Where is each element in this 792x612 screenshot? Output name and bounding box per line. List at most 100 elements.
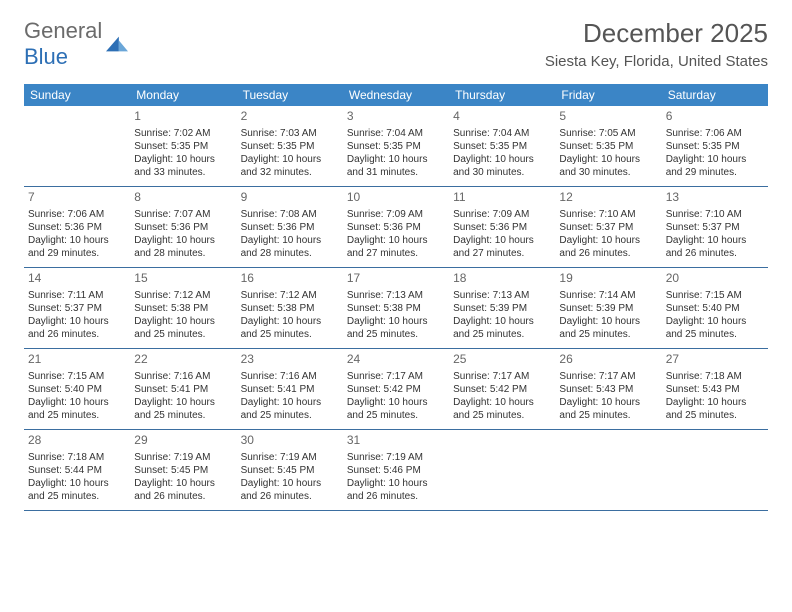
day-number: 16 (241, 271, 339, 287)
day-body: Sunrise: 7:19 AMSunset: 5:45 PMDaylight:… (241, 451, 339, 503)
day-body: Sunrise: 7:04 AMSunset: 5:35 PMDaylight:… (453, 127, 551, 179)
day-cell: 26Sunrise: 7:17 AMSunset: 5:43 PMDayligh… (555, 349, 661, 429)
day-body: Sunrise: 7:18 AMSunset: 5:43 PMDaylight:… (666, 370, 764, 422)
day-number: 14 (28, 271, 126, 287)
day-body: Sunrise: 7:15 AMSunset: 5:40 PMDaylight:… (28, 370, 126, 422)
day-number: 10 (347, 190, 445, 206)
day-number: 19 (559, 271, 657, 287)
day-number: 2 (241, 109, 339, 125)
day-body: Sunrise: 7:09 AMSunset: 5:36 PMDaylight:… (347, 208, 445, 260)
day-body: Sunrise: 7:08 AMSunset: 5:36 PMDaylight:… (241, 208, 339, 260)
day-number: 30 (241, 433, 339, 449)
day-cell: 25Sunrise: 7:17 AMSunset: 5:42 PMDayligh… (449, 349, 555, 429)
location: Siesta Key, Florida, United States (545, 53, 768, 70)
day-body: Sunrise: 7:09 AMSunset: 5:36 PMDaylight:… (453, 208, 551, 260)
dow-header: Wednesday (343, 84, 449, 106)
day-body: Sunrise: 7:02 AMSunset: 5:35 PMDaylight:… (134, 127, 232, 179)
day-cell: 14 Sunrise: 7:11 AMSunset: 5:37 PMDayligh… (24, 268, 130, 348)
day-cell: 3Sunrise: 7:04 AMSunset: 5:35 PMDaylight… (343, 106, 449, 186)
day-cell: 8Sunrise: 7:07 AMSunset: 5:36 PMDaylight… (130, 187, 236, 267)
day-body: Sunrise: 7:19 AMSunset: 5:46 PMDaylight:… (347, 451, 445, 503)
day-body: Sunrise: 7:05 AMSunset: 5:35 PMDaylight:… (559, 127, 657, 179)
dow-header: Thursday (449, 84, 555, 106)
dow-header: Tuesday (237, 84, 343, 106)
day-cell: 13Sunrise: 7:10 AMSunset: 5:37 PMDayligh… (662, 187, 768, 267)
day-number: 5 (559, 109, 657, 125)
day-number: 3 (347, 109, 445, 125)
day-number: 21 (28, 352, 126, 368)
day-number: 11 (453, 190, 551, 206)
week-row: 21 Sunrise: 7:15 AMSunset: 5:40 PMDayligh… (24, 349, 768, 430)
day-body: Sunrise: 7:16 AMSunset: 5:41 PMDaylight:… (241, 370, 339, 422)
day-body: Sunrise: 7:10 AMSunset: 5:37 PMDaylight:… (559, 208, 657, 260)
day-cell: 1 Sunrise: 7:02 AMSunset: 5:35 PMDaylight… (130, 106, 236, 186)
day-body: Sunrise: 7:12 AMSunset: 5:38 PMDaylight:… (241, 289, 339, 341)
dow-header: Saturday (662, 84, 768, 106)
logo-text: General Blue (24, 18, 102, 70)
day-cell: 23 Sunrise: 7:16 AMSunset: 5:41 PMDayligh… (237, 349, 343, 429)
day-cell: 2 Sunrise: 7:03 AMSunset: 5:35 PMDaylight… (237, 106, 343, 186)
calendar: SundayMondayTuesdayWednesdayThursdayFrid… (24, 84, 768, 511)
logo-text-1: General (24, 18, 102, 43)
day-number: 31 (347, 433, 445, 449)
day-body: Sunrise: 7:13 AMSunset: 5:39 PMDaylight:… (453, 289, 551, 341)
day-body: Sunrise: 7:17 AMSunset: 5:42 PMDaylight:… (347, 370, 445, 422)
day-body: Sunrise: 7:15 AMSunset: 5:40 PMDaylight:… (666, 289, 764, 341)
day-number: 27 (666, 352, 764, 368)
day-cell: 20 Sunrise: 7:15 AMSunset: 5:40 PMDayligh… (662, 268, 768, 348)
day-number: 29 (134, 433, 232, 449)
dow-row: SundayMondayTuesdayWednesdayThursdayFrid… (24, 84, 768, 106)
day-cell (449, 430, 555, 510)
day-cell (24, 106, 130, 186)
day-number: 13 (666, 190, 764, 206)
day-body: Sunrise: 7:03 AMSunset: 5:35 PMDaylight:… (241, 127, 339, 179)
day-cell: 31 Sunrise: 7:19 AMSunset: 5:46 PMDayligh… (343, 430, 449, 510)
day-number: 20 (666, 271, 764, 287)
day-number: 12 (559, 190, 657, 206)
day-cell: 15Sunrise: 7:12 AMSunset: 5:38 PMDayligh… (130, 268, 236, 348)
day-cell: 5 Sunrise: 7:05 AMSunset: 5:35 PMDaylight… (555, 106, 661, 186)
day-body: Sunrise: 7:16 AMSunset: 5:41 PMDaylight:… (134, 370, 232, 422)
week-row: 28Sunrise: 7:18 AMSunset: 5:44 PMDayligh… (24, 430, 768, 511)
day-body: Sunrise: 7:11 AMSunset: 5:37 PMDaylight:… (28, 289, 126, 341)
day-cell: 29Sunrise: 7:19 AMSunset: 5:45 PMDayligh… (130, 430, 236, 510)
week-row: 14 Sunrise: 7:11 AMSunset: 5:37 PMDayligh… (24, 268, 768, 349)
day-body: Sunrise: 7:06 AMSunset: 5:36 PMDaylight:… (28, 208, 126, 260)
day-cell: 10 Sunrise: 7:09 AMSunset: 5:36 PMDayligh… (343, 187, 449, 267)
dow-header: Sunday (24, 84, 130, 106)
day-cell: 21 Sunrise: 7:15 AMSunset: 5:40 PMDayligh… (24, 349, 130, 429)
day-cell: 18Sunrise: 7:13 AMSunset: 5:39 PMDayligh… (449, 268, 555, 348)
day-body: Sunrise: 7:06 AMSunset: 5:35 PMDaylight:… (666, 127, 764, 179)
day-cell: 16 Sunrise: 7:12 AMSunset: 5:38 PMDayligh… (237, 268, 343, 348)
day-number: 26 (559, 352, 657, 368)
day-cell: 28Sunrise: 7:18 AMSunset: 5:44 PMDayligh… (24, 430, 130, 510)
header: General Blue December 2025 Siesta Key, F… (24, 18, 768, 70)
day-number: 9 (241, 190, 339, 206)
day-cell: 4 Sunrise: 7:04 AMSunset: 5:35 PMDaylight… (449, 106, 555, 186)
day-cell: 11 Sunrise: 7:09 AMSunset: 5:36 PMDayligh… (449, 187, 555, 267)
day-number: 4 (453, 109, 551, 125)
week-row: 7 Sunrise: 7:06 AMSunset: 5:36 PMDaylight… (24, 187, 768, 268)
day-body: Sunrise: 7:13 AMSunset: 5:38 PMDaylight:… (347, 289, 445, 341)
day-body: Sunrise: 7:14 AMSunset: 5:39 PMDaylight:… (559, 289, 657, 341)
day-number: 22 (134, 352, 232, 368)
dow-header: Monday (130, 84, 236, 106)
day-cell: 17 Sunrise: 7:13 AMSunset: 5:38 PMDayligh… (343, 268, 449, 348)
weeks-container: 1 Sunrise: 7:02 AMSunset: 5:35 PMDaylight… (24, 106, 768, 511)
day-number: 17 (347, 271, 445, 287)
day-cell: 30 Sunrise: 7:19 AMSunset: 5:45 PMDayligh… (237, 430, 343, 510)
day-cell: 12 Sunrise: 7:10 AMSunset: 5:37 PMDayligh… (555, 187, 661, 267)
day-number: 23 (241, 352, 339, 368)
day-cell: 19 Sunrise: 7:14 AMSunset: 5:39 PMDayligh… (555, 268, 661, 348)
day-cell (662, 430, 768, 510)
day-number: 7 (28, 190, 126, 206)
day-number: 24 (347, 352, 445, 368)
day-body: Sunrise: 7:12 AMSunset: 5:38 PMDaylight:… (134, 289, 232, 341)
day-cell: 27 Sunrise: 7:18 AMSunset: 5:43 PMDayligh… (662, 349, 768, 429)
day-cell (555, 430, 661, 510)
title-block: December 2025 Siesta Key, Florida, Unite… (545, 18, 768, 70)
day-cell: 22 Sunrise: 7:16 AMSunset: 5:41 PMDayligh… (130, 349, 236, 429)
day-body: Sunrise: 7:17 AMSunset: 5:42 PMDaylight:… (453, 370, 551, 422)
day-number: 1 (134, 109, 232, 125)
day-number: 28 (28, 433, 126, 449)
